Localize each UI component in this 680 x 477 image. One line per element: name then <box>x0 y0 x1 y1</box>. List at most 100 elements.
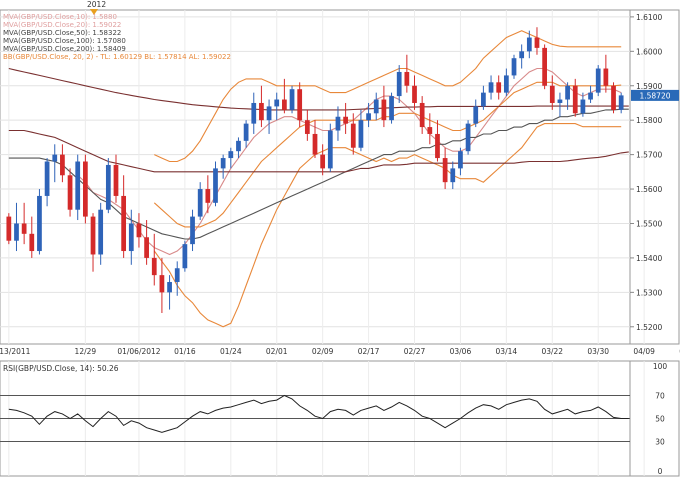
date-tick-label: 02/17 <box>358 347 380 356</box>
date-tick-label: 12/13/2011 <box>0 347 31 356</box>
candle-up <box>14 223 19 241</box>
year-marker: 2012 <box>87 0 106 15</box>
candle-down <box>603 68 609 86</box>
price-tick-label: 1.5300 <box>636 288 662 297</box>
candle-down <box>90 216 96 255</box>
candle-down <box>404 71 410 86</box>
candle-up <box>511 58 517 76</box>
candle-up <box>190 216 195 245</box>
price-tick-label: 1.5500 <box>636 219 662 228</box>
candle-down <box>151 257 157 276</box>
candle-down <box>427 127 433 134</box>
price-tick-label: 1.5700 <box>636 151 662 160</box>
candle-up <box>128 223 134 252</box>
candle-up <box>167 282 172 293</box>
date-tick-label: 01/06/2012 <box>117 347 160 356</box>
candle-up <box>465 123 471 152</box>
candle-up <box>251 102 257 124</box>
price-panel <box>0 9 631 345</box>
candle-up <box>174 268 180 283</box>
candle-up <box>98 209 104 255</box>
date-tick-label: 04/09 <box>633 347 655 356</box>
candle-down <box>136 223 142 238</box>
price-tick-label: 1.5900 <box>636 82 662 91</box>
candle-up <box>358 120 364 148</box>
legend-item: MVA(GBP/USD.Close,200): 1.58409 <box>3 45 126 53</box>
candle-up <box>228 151 234 159</box>
candle-up <box>327 130 333 169</box>
candle-up <box>557 99 563 103</box>
indicator-line-bb_upper <box>154 30 622 163</box>
candle-down <box>549 85 555 103</box>
candle-up <box>274 99 280 107</box>
candle-down <box>6 216 12 241</box>
rsi-series: 100 70 50 30 0 <box>0 362 667 476</box>
candle-up <box>197 189 203 217</box>
indicator-lines <box>8 30 629 328</box>
date-tick-label: 02/01 <box>266 347 288 356</box>
candle-down <box>320 154 326 169</box>
candle-down <box>259 102 264 121</box>
indicator-line-bb_lower <box>153 123 622 328</box>
candle-up <box>220 158 226 169</box>
candle-up <box>105 164 111 210</box>
price-tick-label: 1.6100 <box>636 13 662 22</box>
candle-up <box>266 106 272 121</box>
legend-item: MVA(GBP/USD.Close,10): 1.5880 <box>3 13 117 21</box>
candle-up <box>458 151 463 169</box>
indicator-line-ma50 <box>8 108 629 240</box>
date-axis-ticks: 12/13/2011 12/29 01/06/2012 01/16 01/24 02/01… <box>0 347 680 356</box>
candle-up <box>335 116 341 131</box>
candle-down <box>121 195 127 252</box>
candle-up <box>366 113 371 121</box>
candle-up <box>526 37 532 52</box>
indicator-legend: MVA(GBP/USD.Close,10): 1.5880 MVA(GBP/US… <box>3 13 231 61</box>
rsi-line <box>8 394 629 433</box>
candle-down <box>21 223 27 234</box>
candle-down <box>534 37 540 48</box>
candle-up <box>75 161 81 210</box>
candle-down <box>304 120 310 134</box>
candle-up <box>182 244 188 269</box>
candle-down <box>144 237 149 258</box>
candle-down <box>381 99 387 121</box>
candle-down <box>312 133 318 155</box>
candle-up <box>243 123 249 141</box>
candle-down <box>611 85 616 110</box>
candle-down <box>542 47 548 86</box>
indicator-line-ma100 <box>8 129 629 173</box>
candle-up <box>396 71 402 97</box>
date-tick-label: 01/16 <box>174 347 196 356</box>
candle-down <box>435 133 440 159</box>
candle-up <box>595 68 601 93</box>
candle-down <box>159 275 165 293</box>
candle-down <box>350 123 356 148</box>
year-marker-arrow <box>90 9 98 15</box>
candle-down <box>442 158 448 183</box>
candle-down <box>419 102 425 128</box>
candle-up <box>481 92 486 107</box>
rsi-tick-label: 30 <box>655 438 665 447</box>
candle-up <box>289 89 295 110</box>
date-tick-label: 01/24 <box>220 347 242 356</box>
legend-item: BB(GBP/USD.Close, 20, 2) - TL: 1.60129 B… <box>3 53 231 61</box>
candle-up <box>473 106 479 124</box>
rsi-axis <box>629 360 680 477</box>
date-tick-label: 02/27 <box>404 347 426 356</box>
candle-down <box>282 99 287 110</box>
date-tick-label: 03/06 <box>450 347 472 356</box>
price-axis <box>629 9 680 345</box>
date-tick-label: 03/30 <box>587 347 609 356</box>
date-tick-label: 03/22 <box>541 347 563 356</box>
candle-down <box>205 189 211 203</box>
price-tick-label: 1.5200 <box>636 323 662 332</box>
candle-up <box>389 96 394 121</box>
price-tick-label: 1.6000 <box>636 47 662 56</box>
price-tick-label: 1.5400 <box>636 254 662 263</box>
candle-up <box>44 161 50 196</box>
candle-up <box>213 168 218 203</box>
year-marker-label: 2012 <box>87 0 106 9</box>
legend-item: MVA(GBP/USD.Close,20): 1.59022 <box>3 21 121 29</box>
indicator-line-ma10 <box>77 67 622 256</box>
price-tick-label: 1.5600 <box>636 185 662 194</box>
